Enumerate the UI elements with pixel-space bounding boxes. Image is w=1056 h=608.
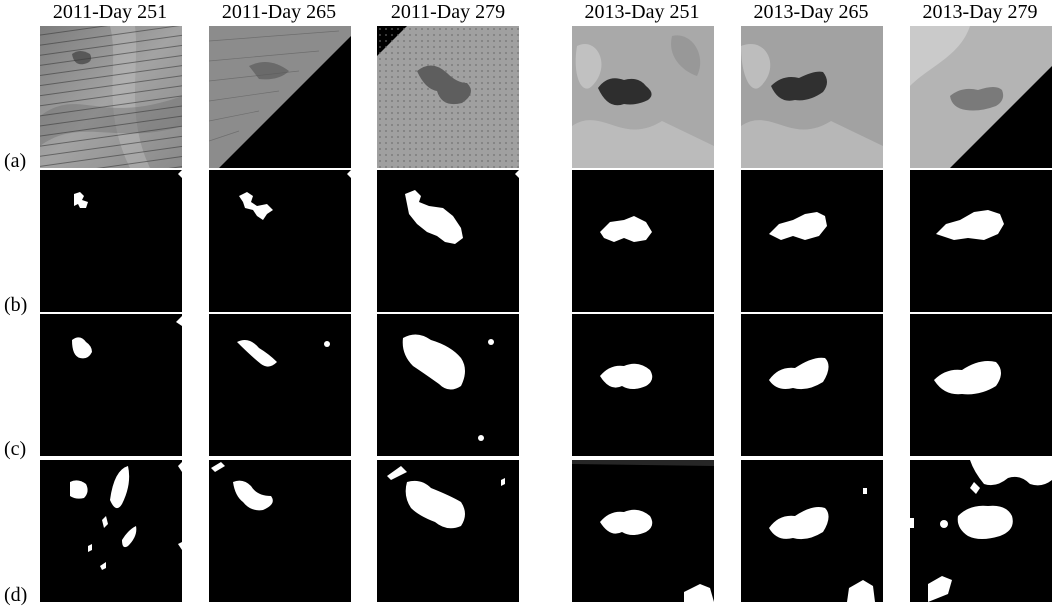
panel-a-2013-day265 (741, 26, 883, 168)
panel-c-2011-day279 (377, 314, 519, 456)
mask-image (741, 170, 883, 312)
panel-d-2013-day251 (572, 460, 714, 602)
row-label-a: (a) (4, 150, 27, 172)
panel-d-2013-day265 (741, 460, 883, 602)
panel-b-2011-day265 (209, 170, 351, 312)
column-title-4: 2013-Day 251 (584, 1, 700, 23)
mask-image (572, 460, 714, 602)
panel-a-2013-day279 (910, 26, 1052, 168)
panel-d-2011-day265 (209, 460, 351, 602)
mask-image (377, 170, 519, 312)
mask-image (572, 170, 714, 312)
panel-a-2011-day251 (40, 26, 182, 168)
mask-image (377, 460, 519, 602)
panel-d-2013-day279 (910, 460, 1052, 602)
panel-b-2011-day279 (377, 170, 519, 312)
panel-c-2013-day251 (572, 314, 714, 456)
panel-a-2011-day279 (377, 26, 519, 168)
column-title-1: 2011-Day 251 (52, 1, 168, 23)
panel-d-2011-day251 (40, 460, 182, 602)
mask-image (741, 460, 883, 602)
mask-image (910, 460, 1052, 602)
mask-image (377, 314, 519, 456)
panel-b-2011-day251 (40, 170, 182, 312)
mask-image (209, 460, 351, 602)
satellite-image (741, 26, 883, 168)
satellite-image (910, 26, 1052, 168)
panel-c-2011-day265 (209, 314, 351, 456)
panel-b-2013-day251 (572, 170, 714, 312)
mask-image (910, 314, 1052, 456)
panel-c-2013-day265 (741, 314, 883, 456)
mask-image (910, 170, 1052, 312)
mask-image (40, 314, 182, 456)
column-title-2: 2011-Day 265 (221, 1, 337, 23)
column-title-3: 2011-Day 279 (390, 1, 506, 23)
panel-b-2013-day279 (910, 170, 1052, 312)
row-label-d: (d) (4, 584, 28, 606)
panel-b-2013-day265 (741, 170, 883, 312)
satellite-image (209, 26, 351, 168)
panel-a-2011-day265 (209, 26, 351, 168)
satellite-image (377, 26, 519, 168)
panel-d-2011-day279 (377, 460, 519, 602)
mask-image (209, 314, 351, 456)
satellite-image (572, 26, 714, 168)
panel-c-2011-day251 (40, 314, 182, 456)
column-title-5: 2013-Day 265 (753, 1, 869, 23)
panel-c-2013-day279 (910, 314, 1052, 456)
mask-image (40, 170, 182, 312)
column-title-6: 2013-Day 279 (922, 1, 1038, 23)
row-label-b: (b) (4, 294, 28, 316)
mask-image (741, 314, 883, 456)
mask-image (572, 314, 714, 456)
satellite-image (40, 26, 182, 168)
row-label-c: (c) (4, 438, 27, 460)
mask-image (209, 170, 351, 312)
mask-image (40, 460, 182, 602)
panel-a-2013-day251 (572, 26, 714, 168)
